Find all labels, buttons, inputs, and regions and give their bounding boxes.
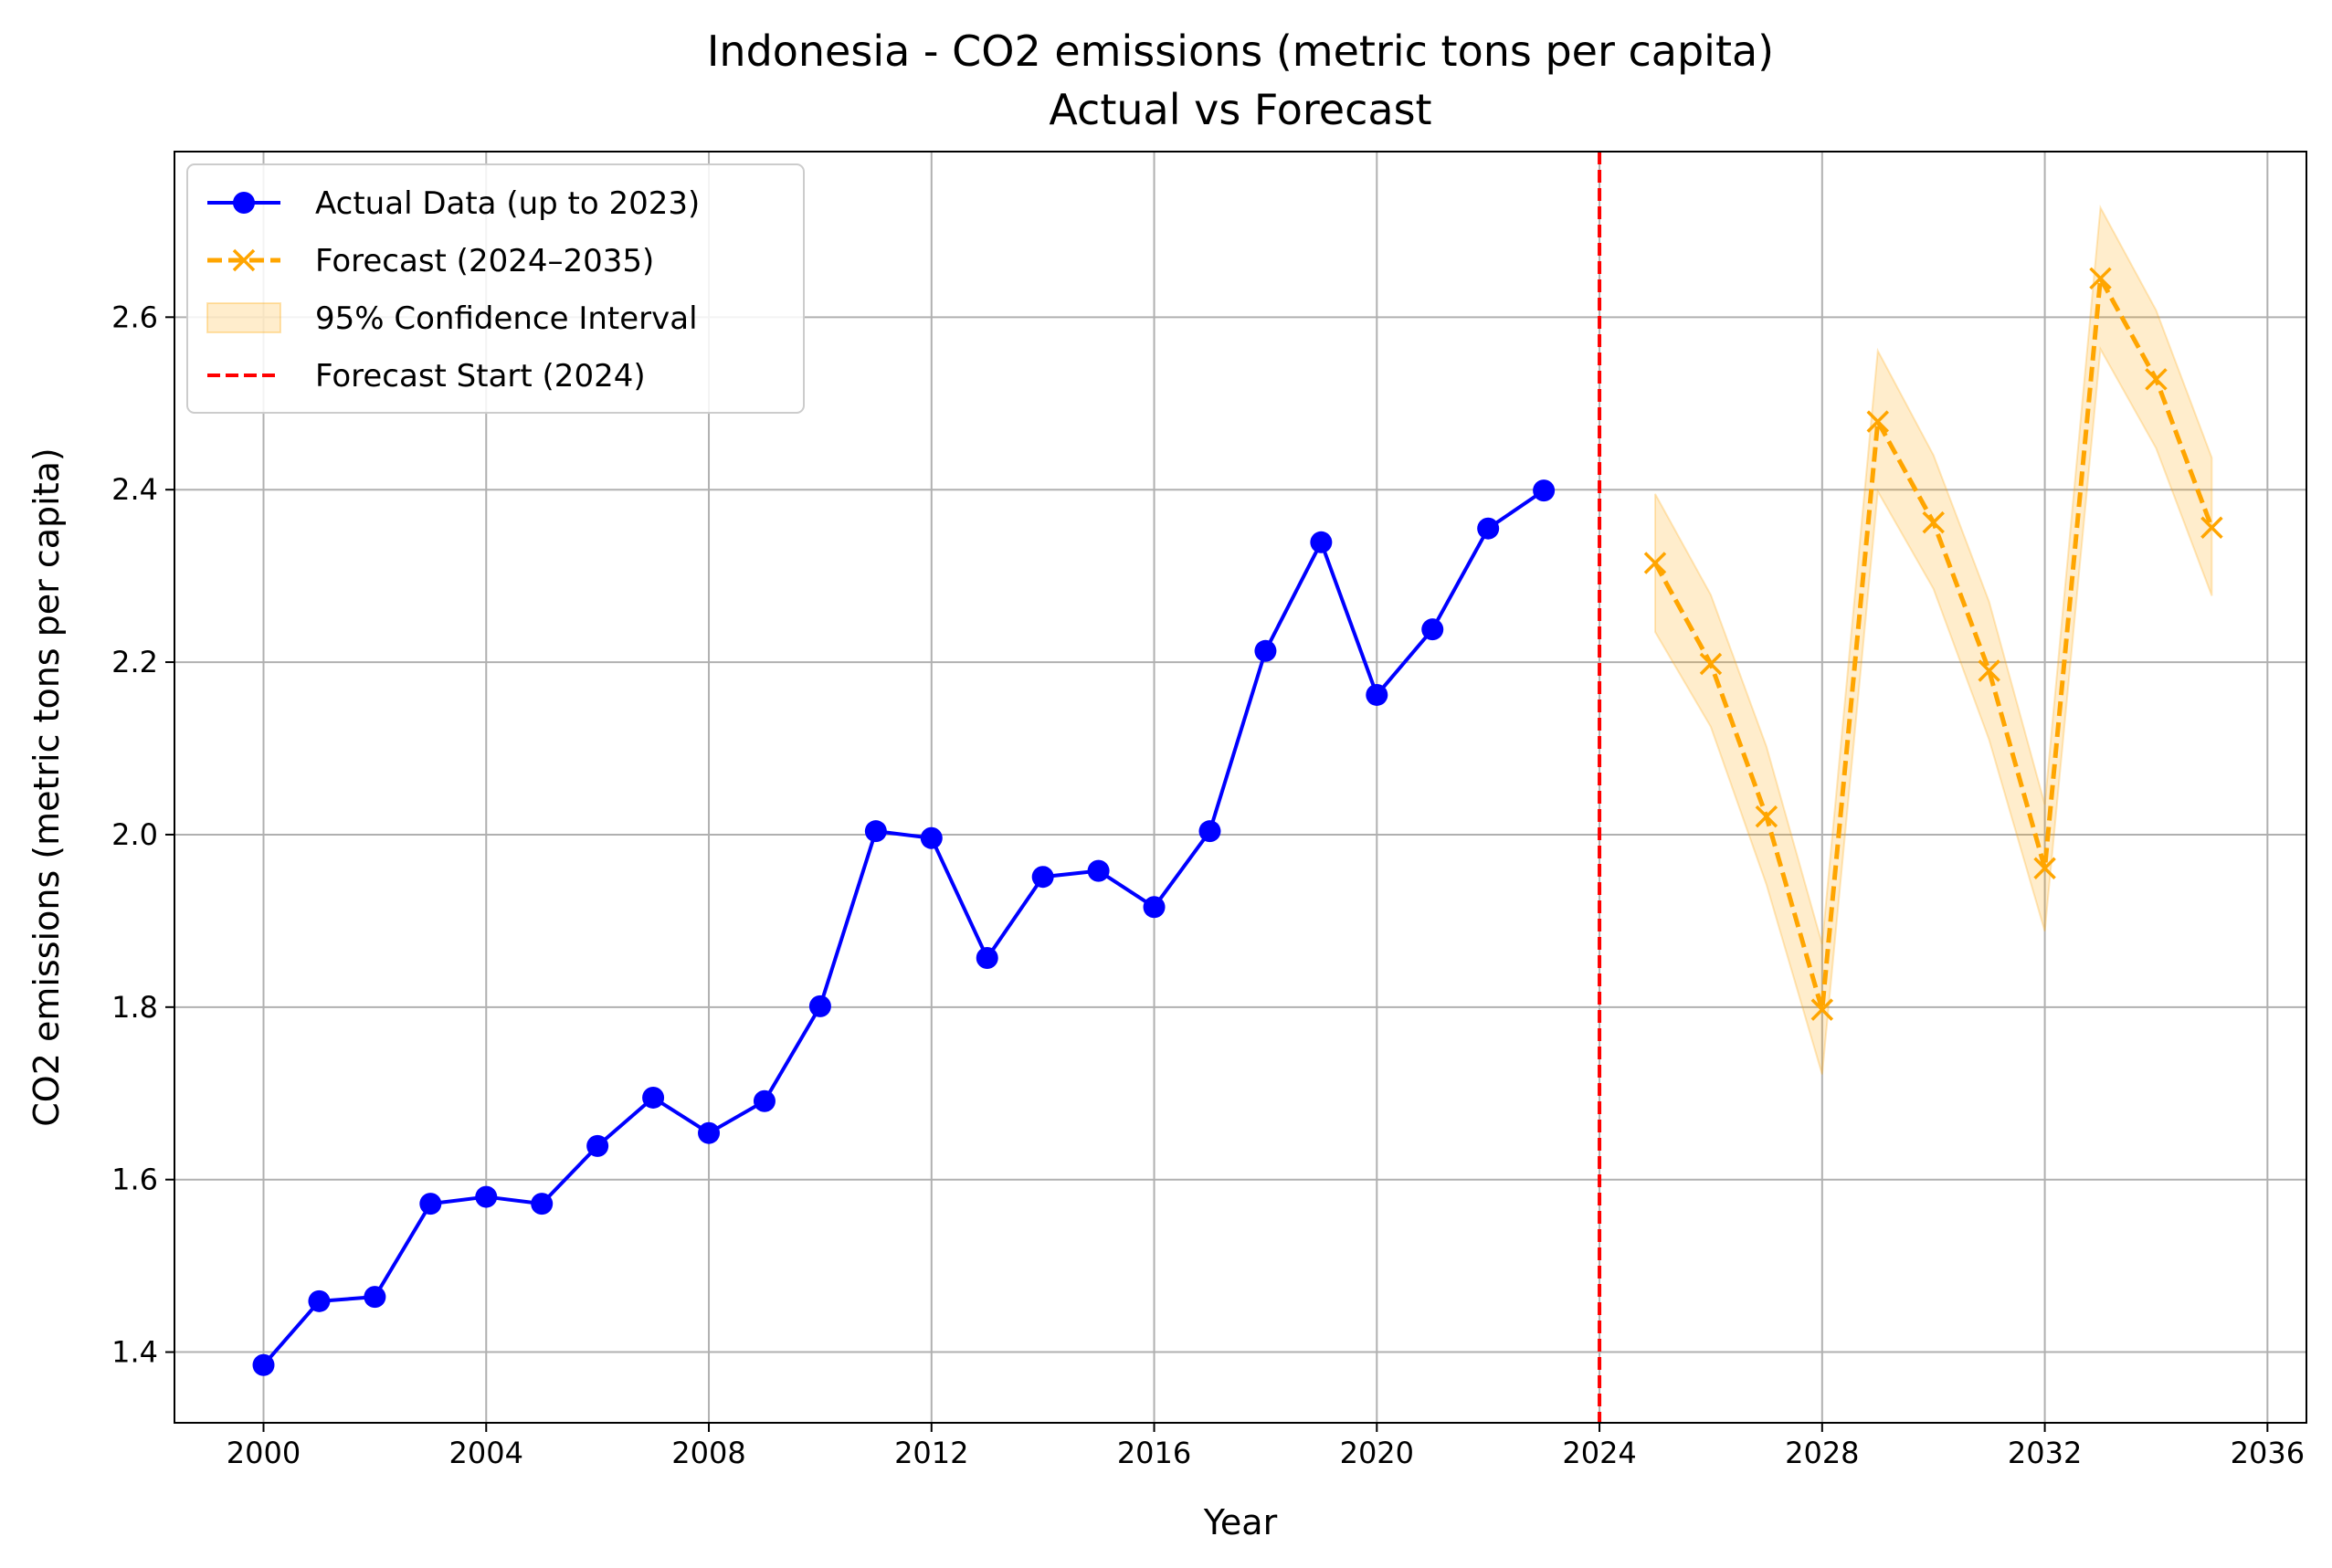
y-tick-label: 2.4: [111, 472, 158, 507]
legend-box: [186, 163, 805, 414]
actual-data-point: [1310, 531, 1333, 553]
forecast-data-point: [2033, 857, 2056, 880]
actual-data-point: [531, 1193, 554, 1215]
confidence-band: [1654, 205, 2213, 1075]
x-tick-label: 2024: [1562, 1436, 1636, 1470]
actual-data-point: [642, 1086, 665, 1109]
legend-forecast-marker: [232, 248, 256, 272]
x-tick-label: 2016: [1117, 1436, 1191, 1470]
confidence-band-layer: [1654, 205, 2213, 1075]
y-tick-label: 2.6: [111, 300, 158, 334]
actual-data-point: [1477, 517, 1500, 540]
plot-frame: [174, 151, 2307, 1424]
forecast-data-point: [2145, 368, 2168, 391]
actual-data-point: [753, 1089, 776, 1112]
actual-data-point: [475, 1185, 498, 1208]
y-tick-label: 2.0: [111, 817, 158, 852]
legend-actual-marker: [233, 192, 255, 214]
actual-data-point: [864, 820, 887, 843]
y-tick-label: 1.8: [111, 990, 158, 1025]
chart-subtitle: Actual vs Forecast: [1049, 85, 1431, 134]
y-tick-label: 1.6: [111, 1163, 158, 1197]
y-tick-label: 2.2: [111, 645, 158, 679]
forecast-data-point: [1978, 659, 2000, 682]
actual-data-point: [920, 826, 943, 849]
legend-label-forecast: Forecast (2024–2035): [315, 243, 654, 279]
actual-data-point: [1198, 820, 1221, 843]
actual-data-point: [1421, 618, 1444, 641]
forecast-data-point: [2089, 267, 2112, 290]
actual-data-point: [808, 994, 831, 1017]
actual-data-point: [1366, 683, 1388, 706]
x-tick-label: 2036: [2231, 1436, 2305, 1470]
forecast-data-point: [1810, 998, 1834, 1021]
actual-data-point: [586, 1134, 609, 1157]
legend: Actual Data (up to 2023) Forecast (2024–2…: [186, 163, 805, 414]
actual-data-point: [419, 1193, 442, 1215]
legend-confidence-swatch: [206, 302, 281, 333]
x-tick-label: 2004: [449, 1436, 523, 1470]
x-tick-label: 2028: [1785, 1436, 1859, 1470]
forecast-data-point: [1922, 510, 1945, 534]
legend-label-confidence: 95% Confidence Interval: [315, 300, 698, 337]
legend-label-actual: Actual Data (up to 2023): [315, 185, 700, 222]
forecast-data-point: [1755, 805, 1778, 828]
forecast-data-point: [1866, 410, 1889, 433]
x-axis-label: Year: [1203, 1502, 1278, 1542]
actual-data-point: [1087, 859, 1110, 882]
actual-data-point: [308, 1289, 331, 1312]
forecast-data-point: [1699, 652, 1723, 676]
actual-data-point: [1254, 639, 1277, 662]
actual-data-point: [252, 1353, 275, 1376]
actual-data-point: [364, 1286, 386, 1309]
y-tick-label: 1.4: [111, 1335, 158, 1370]
y-axis-label: CO2 emissions (metric tons per capita): [26, 447, 67, 1126]
forecast-data-point: [2200, 516, 2223, 539]
legend-label-forecast-start: Forecast Start (2024): [315, 358, 646, 395]
ticks: 2000 2004 2008 2012 2016 2020 2024 2028 2032 2036…: [111, 300, 2305, 1470]
x-tick-label: 2032: [2008, 1436, 2082, 1470]
x-tick-label: 2012: [894, 1436, 968, 1470]
actual-data-point: [1533, 479, 1556, 502]
actual-data-point: [1143, 896, 1166, 919]
x-tick-label: 2000: [227, 1436, 301, 1470]
series-layer: [252, 152, 2223, 1423]
actual-data-point: [1031, 866, 1054, 889]
x-tick-label: 2008: [671, 1436, 745, 1470]
actual-data-point: [976, 946, 998, 969]
x-tick-label: 2020: [1340, 1436, 1414, 1470]
chart-title: Indonesia - CO2 emissions (metric tons p…: [707, 26, 1774, 76]
forecast-data-point: [1643, 552, 1667, 574]
actual-data-point: [698, 1121, 721, 1144]
